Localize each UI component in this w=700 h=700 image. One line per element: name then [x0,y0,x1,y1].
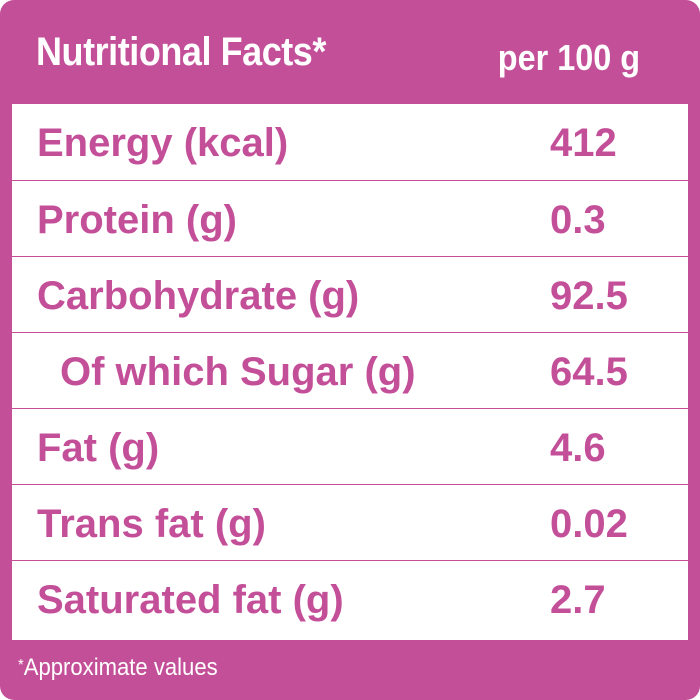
nutrient-value: 4.6 [550,426,606,470]
nutrient-value: 0.02 [550,502,628,546]
footnote-text: Approximate values [23,654,218,681]
footnote-marker: * [18,657,24,674]
nutrient-label: Saturated fat (g) [37,578,344,622]
nutrient-value: 64.5 [550,350,628,394]
nutrient-label: Protein (g) [37,198,237,242]
table-row-energy: Energy (kcal) 412 [12,104,688,180]
nutrient-value: 92.5 [550,274,628,318]
table-row-sugar: Of which Sugar (g) 64.5 [12,332,688,408]
nutrient-label: Fat (g) [37,426,160,470]
table-row-trans-fat: Trans fat (g) 0.02 [12,484,688,560]
nutrient-label: Carbohydrate (g) [37,274,360,318]
table-row-protein: Protein (g) 0.3 [12,180,688,256]
nutrient-value: 0.3 [550,198,606,242]
nutrient-value: 412 [550,121,617,165]
table-row-saturated-fat: Saturated fat (g) 2.7 [12,560,688,636]
table-row-fat: Fat (g) 4.6 [12,408,688,484]
nutrient-label: Energy (kcal) [37,121,289,165]
table-header: Nutritional Facts* per 100 g [0,0,700,100]
serving-basis: per 100 g [497,37,640,78]
nutrient-value: 2.7 [550,578,606,622]
nutrient-label: Of which Sugar (g) [60,350,416,394]
nutrient-label: Trans fat (g) [37,502,266,546]
nutrition-table: Energy (kcal) 412 Protein (g) 0.3 Carboh… [12,104,688,640]
nutrition-facts-title: Nutritional Facts* [36,30,326,74]
footnote: *Approximate values [18,650,218,686]
table-row-carbohydrate: Carbohydrate (g) 92.5 [12,256,688,332]
